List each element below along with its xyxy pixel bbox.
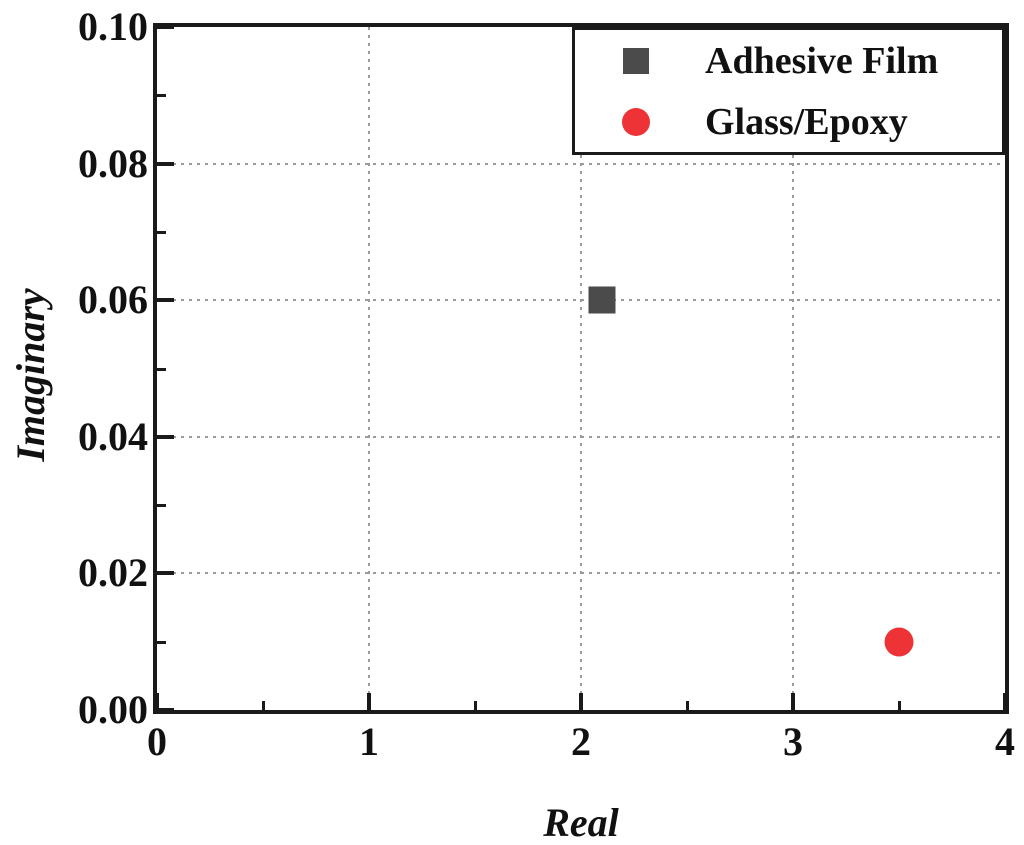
y-minor-tick xyxy=(157,640,166,644)
y-tick xyxy=(157,161,174,166)
y-tick-label: 0.10 xyxy=(78,4,148,49)
gridline-vertical xyxy=(580,27,582,710)
gridline-vertical xyxy=(792,27,794,710)
legend-label-adhesive-film: Adhesive Film xyxy=(705,39,939,82)
x-minor-tick xyxy=(262,701,265,710)
y-tick xyxy=(157,434,174,439)
x-tick-label: 0 xyxy=(147,719,167,764)
plot-canvas: Adhesive Film Glass/Epoxy xyxy=(155,25,1007,712)
y-tick-label: 0.06 xyxy=(78,277,148,323)
y-tick xyxy=(157,298,174,303)
y-minor-tick xyxy=(157,94,166,98)
y-axis-title: Imaginary xyxy=(8,288,53,462)
y-minor-tick xyxy=(157,230,166,234)
gridline-horizontal xyxy=(157,162,1005,165)
y-minor-tick xyxy=(157,504,166,508)
legend-item-adhesive-film: Adhesive Film xyxy=(575,30,1002,91)
x-tick xyxy=(155,693,159,710)
x-tick-label: 1 xyxy=(359,719,379,764)
y-tick xyxy=(157,571,174,576)
x-tick xyxy=(367,693,371,710)
x-axis-title: Real xyxy=(543,800,619,845)
gridline-horizontal xyxy=(157,435,1005,438)
y-tick-label: 0.04 xyxy=(78,413,148,459)
legend-marker-cell xyxy=(575,107,697,136)
legend-item-glass-epoxy: Glass/Epoxy xyxy=(575,91,1002,152)
y-tick xyxy=(157,25,174,29)
y-tick-label: 0.08 xyxy=(78,140,148,186)
legend-label-glass-epoxy: Glass/Epoxy xyxy=(705,100,908,143)
x-tick xyxy=(791,693,795,710)
x-minor-tick xyxy=(898,701,901,710)
x-tick-label: 2 xyxy=(571,719,591,764)
x-tick xyxy=(579,693,583,710)
y-tick-label: 0.00 xyxy=(78,687,148,732)
circle-marker-icon xyxy=(622,107,650,136)
plot-area: Adhesive Film Glass/Epoxy xyxy=(153,23,1009,714)
y-tick xyxy=(157,708,174,712)
data-point-adhesive-film xyxy=(588,286,616,314)
y-tick-label: 0.02 xyxy=(78,550,148,596)
data-point-glass-epoxy xyxy=(884,627,914,657)
x-tick xyxy=(1003,693,1007,710)
x-tick-label: 3 xyxy=(783,719,803,764)
x-tick-label: 4 xyxy=(995,719,1015,764)
x-minor-tick xyxy=(686,701,689,710)
legend-marker-cell xyxy=(575,47,697,74)
legend: Adhesive Film Glass/Epoxy xyxy=(572,27,1005,155)
y-minor-tick xyxy=(157,367,166,371)
gridline-horizontal xyxy=(157,572,1005,575)
square-marker-icon xyxy=(623,47,649,74)
gridline-vertical xyxy=(368,27,370,710)
x-minor-tick xyxy=(474,701,477,710)
gridline-horizontal xyxy=(157,299,1005,302)
